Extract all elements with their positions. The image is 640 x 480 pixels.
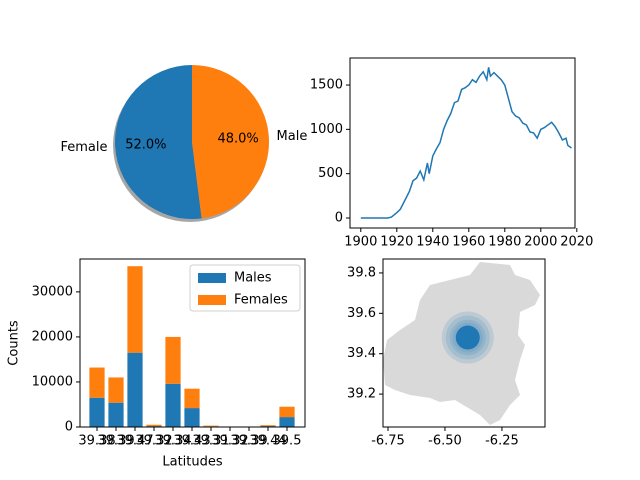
- bar: [184, 388, 200, 409]
- x-tick-label: -6.50: [428, 434, 462, 449]
- bar: [127, 352, 143, 427]
- bar: [279, 406, 295, 418]
- x-tick-label: 1940: [416, 235, 449, 250]
- y-tick-label: 1000: [310, 122, 343, 137]
- x-tick-label: 2000: [524, 235, 557, 250]
- point: [455, 325, 480, 350]
- pie-wedge: [192, 65, 270, 219]
- y-tick-label: 20000: [32, 329, 73, 344]
- x-tick-label: 39.34: [154, 434, 191, 449]
- x-tick-label: 39.32: [211, 434, 248, 449]
- axes-frame: [349, 57, 576, 229]
- bar: [108, 377, 124, 403]
- line-series: [360, 67, 572, 219]
- bar: [165, 336, 181, 384]
- x-tick-label: 39.47: [116, 434, 153, 449]
- y-tick-label: 10000: [32, 374, 73, 389]
- x-tick-label: 39.5: [273, 434, 302, 449]
- y-tick-label: 39.6: [347, 306, 376, 321]
- y-tick-label: 39.8: [347, 265, 376, 280]
- x-tick-label: 1960: [452, 235, 485, 250]
- x-tick-label: 39.31: [192, 434, 229, 449]
- x-tick-label: 2020: [560, 235, 593, 250]
- y-tick-label: 30000: [32, 284, 73, 299]
- x-tick-label: 39.43: [173, 434, 210, 449]
- legend-label: Females: [234, 293, 288, 308]
- y-tick-label: 0: [65, 420, 73, 435]
- x-tick-label: -6.25: [485, 434, 519, 449]
- x-tick-label: -6.75: [371, 434, 405, 449]
- bar: [108, 402, 124, 427]
- pie-label: Female: [60, 140, 107, 155]
- x-tick-label: 1900: [344, 235, 377, 250]
- bar: [184, 408, 200, 427]
- bar: [203, 425, 219, 427]
- bar: [279, 417, 295, 427]
- x-tick-label: 39.44: [249, 434, 286, 449]
- bar: [165, 383, 181, 427]
- y-tick-label: 1500: [310, 78, 343, 93]
- bar: [89, 367, 105, 398]
- y-tick-label: 0: [335, 210, 343, 225]
- axes-frame: [382, 258, 546, 428]
- x-tick-label: 39.38: [78, 434, 115, 449]
- x-tick-label: 39.39: [230, 434, 267, 449]
- x-tick-label: 39.39: [97, 434, 134, 449]
- bar: [146, 424, 162, 427]
- x-tick-label: 39.32: [135, 434, 172, 449]
- pie-pct: 48.0%: [217, 132, 258, 147]
- legend-swatch: [198, 273, 226, 283]
- legend-label: Males: [234, 271, 272, 286]
- pie-wedge: [115, 65, 202, 220]
- x-axis-label: Latitudes: [162, 455, 223, 470]
- x-tick-label: 1920: [380, 235, 413, 250]
- bar: [89, 397, 105, 427]
- y-tick-label: 39.4: [347, 346, 376, 361]
- pie-pct: 52.0%: [125, 137, 166, 152]
- bar: [260, 425, 276, 427]
- pie-label: Male: [277, 129, 308, 144]
- y-axis-label: Counts: [7, 320, 22, 366]
- y-tick-label: 500: [318, 166, 343, 181]
- y-tick-label: 39.2: [347, 387, 376, 402]
- legend-swatch: [198, 295, 226, 305]
- x-tick-label: 1980: [488, 235, 521, 250]
- bar: [127, 266, 143, 353]
